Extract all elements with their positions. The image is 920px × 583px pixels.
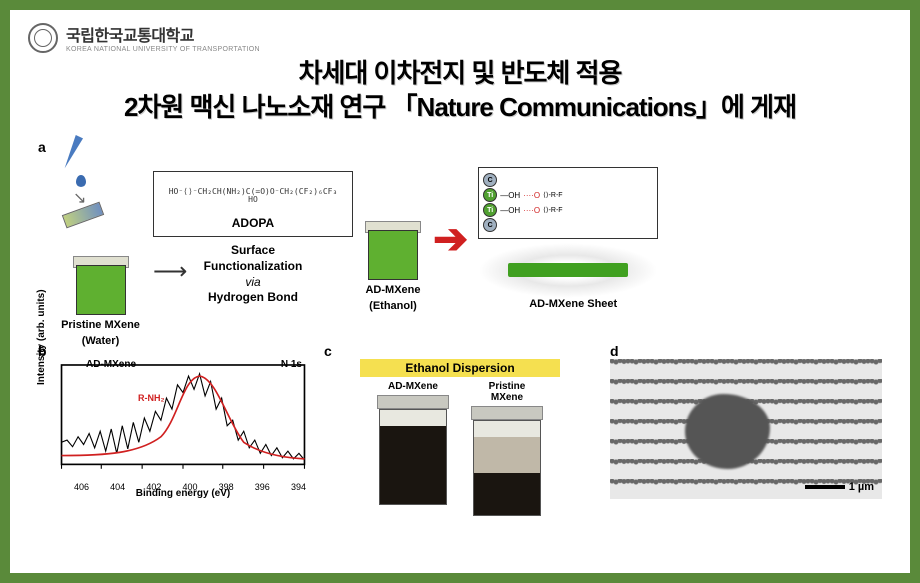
logo-english: KOREA NATIONAL UNIVERSITY OF TRANSPORTAT… xyxy=(66,46,260,53)
arrow-red-icon: ➔ xyxy=(433,214,468,263)
xps-plot: Intensity (arb. units) AD-MXene N 1s R-N… xyxy=(38,345,310,505)
scale-line-icon xyxy=(805,485,845,489)
pristine-column: ↘ Pristine MXene (Water) xyxy=(58,130,143,347)
sheet-graphic-icon xyxy=(478,243,658,298)
title-line-1: 차세대 이차전지 및 반도체 적용 xyxy=(28,57,892,91)
xps-sample-label: AD-MXene xyxy=(86,359,136,370)
panels-bcd: b Intensity (arb. units) AD-MXene N 1s R… xyxy=(38,345,882,505)
panel-d: d 1 µm xyxy=(610,345,882,505)
figure-area: a ↘ Pristine MXene (Water) HO⁻⟨⟩⁻CH₂CH(N… xyxy=(28,139,892,505)
vial-admxene: AD-MXene xyxy=(372,381,454,516)
pristine-beaker-icon xyxy=(71,250,131,315)
vial1-label: AD-MXene xyxy=(372,381,454,392)
panel-c-label: c xyxy=(324,343,332,359)
vial-pristine: PristineMXene xyxy=(466,381,548,516)
panel-b: b Intensity (arb. units) AD-MXene N 1s R… xyxy=(38,345,310,505)
sheet-structure-box: C Ti—OH····O⟨⟩-R-F Ti—OH····O⟨⟩-R-F C xyxy=(478,167,658,239)
title-line-2: 2차원 맥신 나노소재 연구 「Nature Communications」에 … xyxy=(28,91,892,125)
xps-ylabel: Intensity (arb. units) xyxy=(36,289,47,385)
arrow-right-icon: ⟶ xyxy=(153,257,187,286)
slide-frame: 국립한국교통대학교 KOREA NATIONAL UNIVERSITY OF T… xyxy=(0,0,920,583)
university-logo: 국립한국교통대학교 KOREA NATIONAL UNIVERSITY OF T… xyxy=(28,22,892,53)
logo-text: 국립한국교통대학교 KOREA NATIONAL UNIVERSITY OF T… xyxy=(66,22,260,53)
vials-row: AD-MXene PristineMXene xyxy=(324,381,596,516)
xps-xlabel: Binding energy (eV) xyxy=(56,488,310,499)
admxene-column: AD-MXene (Ethanol) xyxy=(363,165,423,312)
slide-title: 차세대 이차전지 및 반도체 적용 2차원 맥신 나노소재 연구 「Nature… xyxy=(28,57,892,125)
reaction-text: Surface Functionalization via Hydrogen B… xyxy=(204,243,303,305)
pipette-icon xyxy=(61,135,83,170)
panel-a: a ↘ Pristine MXene (Water) HO⁻⟨⟩⁻CH₂CH(N… xyxy=(38,139,882,339)
dispersion-photo: Ethanol Dispersion AD-MXene PristineMXen… xyxy=(324,345,596,516)
adopa-structure: HO⁻⟨⟩⁻CH₂CH(NH₂)C(=O)O⁻CH₂(CF₂)₆CF₃HO xyxy=(164,178,342,214)
xps-orbital-label: N 1s xyxy=(281,359,302,370)
scale-bar: 1 µm xyxy=(805,481,874,493)
xps-chart xyxy=(56,353,310,483)
reaction-column: HO⁻⟨⟩⁻CH₂CH(NH₂)C(=O)O⁻CH₂(CF₂)₆CF₃HO AD… xyxy=(153,171,353,305)
adopa-label: ADOPA xyxy=(164,216,342,230)
vial2-label: PristineMXene xyxy=(466,381,548,403)
admxene-label: AD-MXene xyxy=(365,284,420,296)
slide-content: 국립한국교통대학교 KOREA NATIONAL UNIVERSITY OF T… xyxy=(10,10,910,573)
panel-c: c Ethanol Dispersion AD-MXene PristineMX… xyxy=(324,345,596,505)
admxene-solvent: (Ethanol) xyxy=(369,300,417,312)
logo-emblem-icon xyxy=(28,23,58,53)
dispersion-title: Ethanol Dispersion xyxy=(360,359,560,377)
panel-d-label: d xyxy=(610,343,619,359)
scale-text: 1 µm xyxy=(849,481,874,493)
sem-image: 1 µm xyxy=(610,359,882,499)
logo-korean: 국립한국교통대학교 xyxy=(66,22,260,46)
sheet-label: AD-MXene Sheet xyxy=(478,298,668,310)
adopa-box: HO⁻⟨⟩⁻CH₂CH(NH₂)C(=O)O⁻CH₂(CF₂)₆CF₃HO AD… xyxy=(153,171,353,237)
mxene-sheet-column: C Ti—OH····O⟨⟩-R-F Ti—OH····O⟨⟩-R-F C AD… xyxy=(478,167,668,310)
panel-a-label: a xyxy=(38,139,46,155)
xps-peak-label: R-NH₂ xyxy=(138,393,165,403)
admxene-beaker-icon xyxy=(363,215,423,280)
pristine-label: Pristine MXene xyxy=(61,319,140,331)
droplet-icon xyxy=(76,175,86,187)
pipette-graphic: ↘ xyxy=(58,130,143,250)
arrow-down-icon: ↘ xyxy=(73,188,86,208)
